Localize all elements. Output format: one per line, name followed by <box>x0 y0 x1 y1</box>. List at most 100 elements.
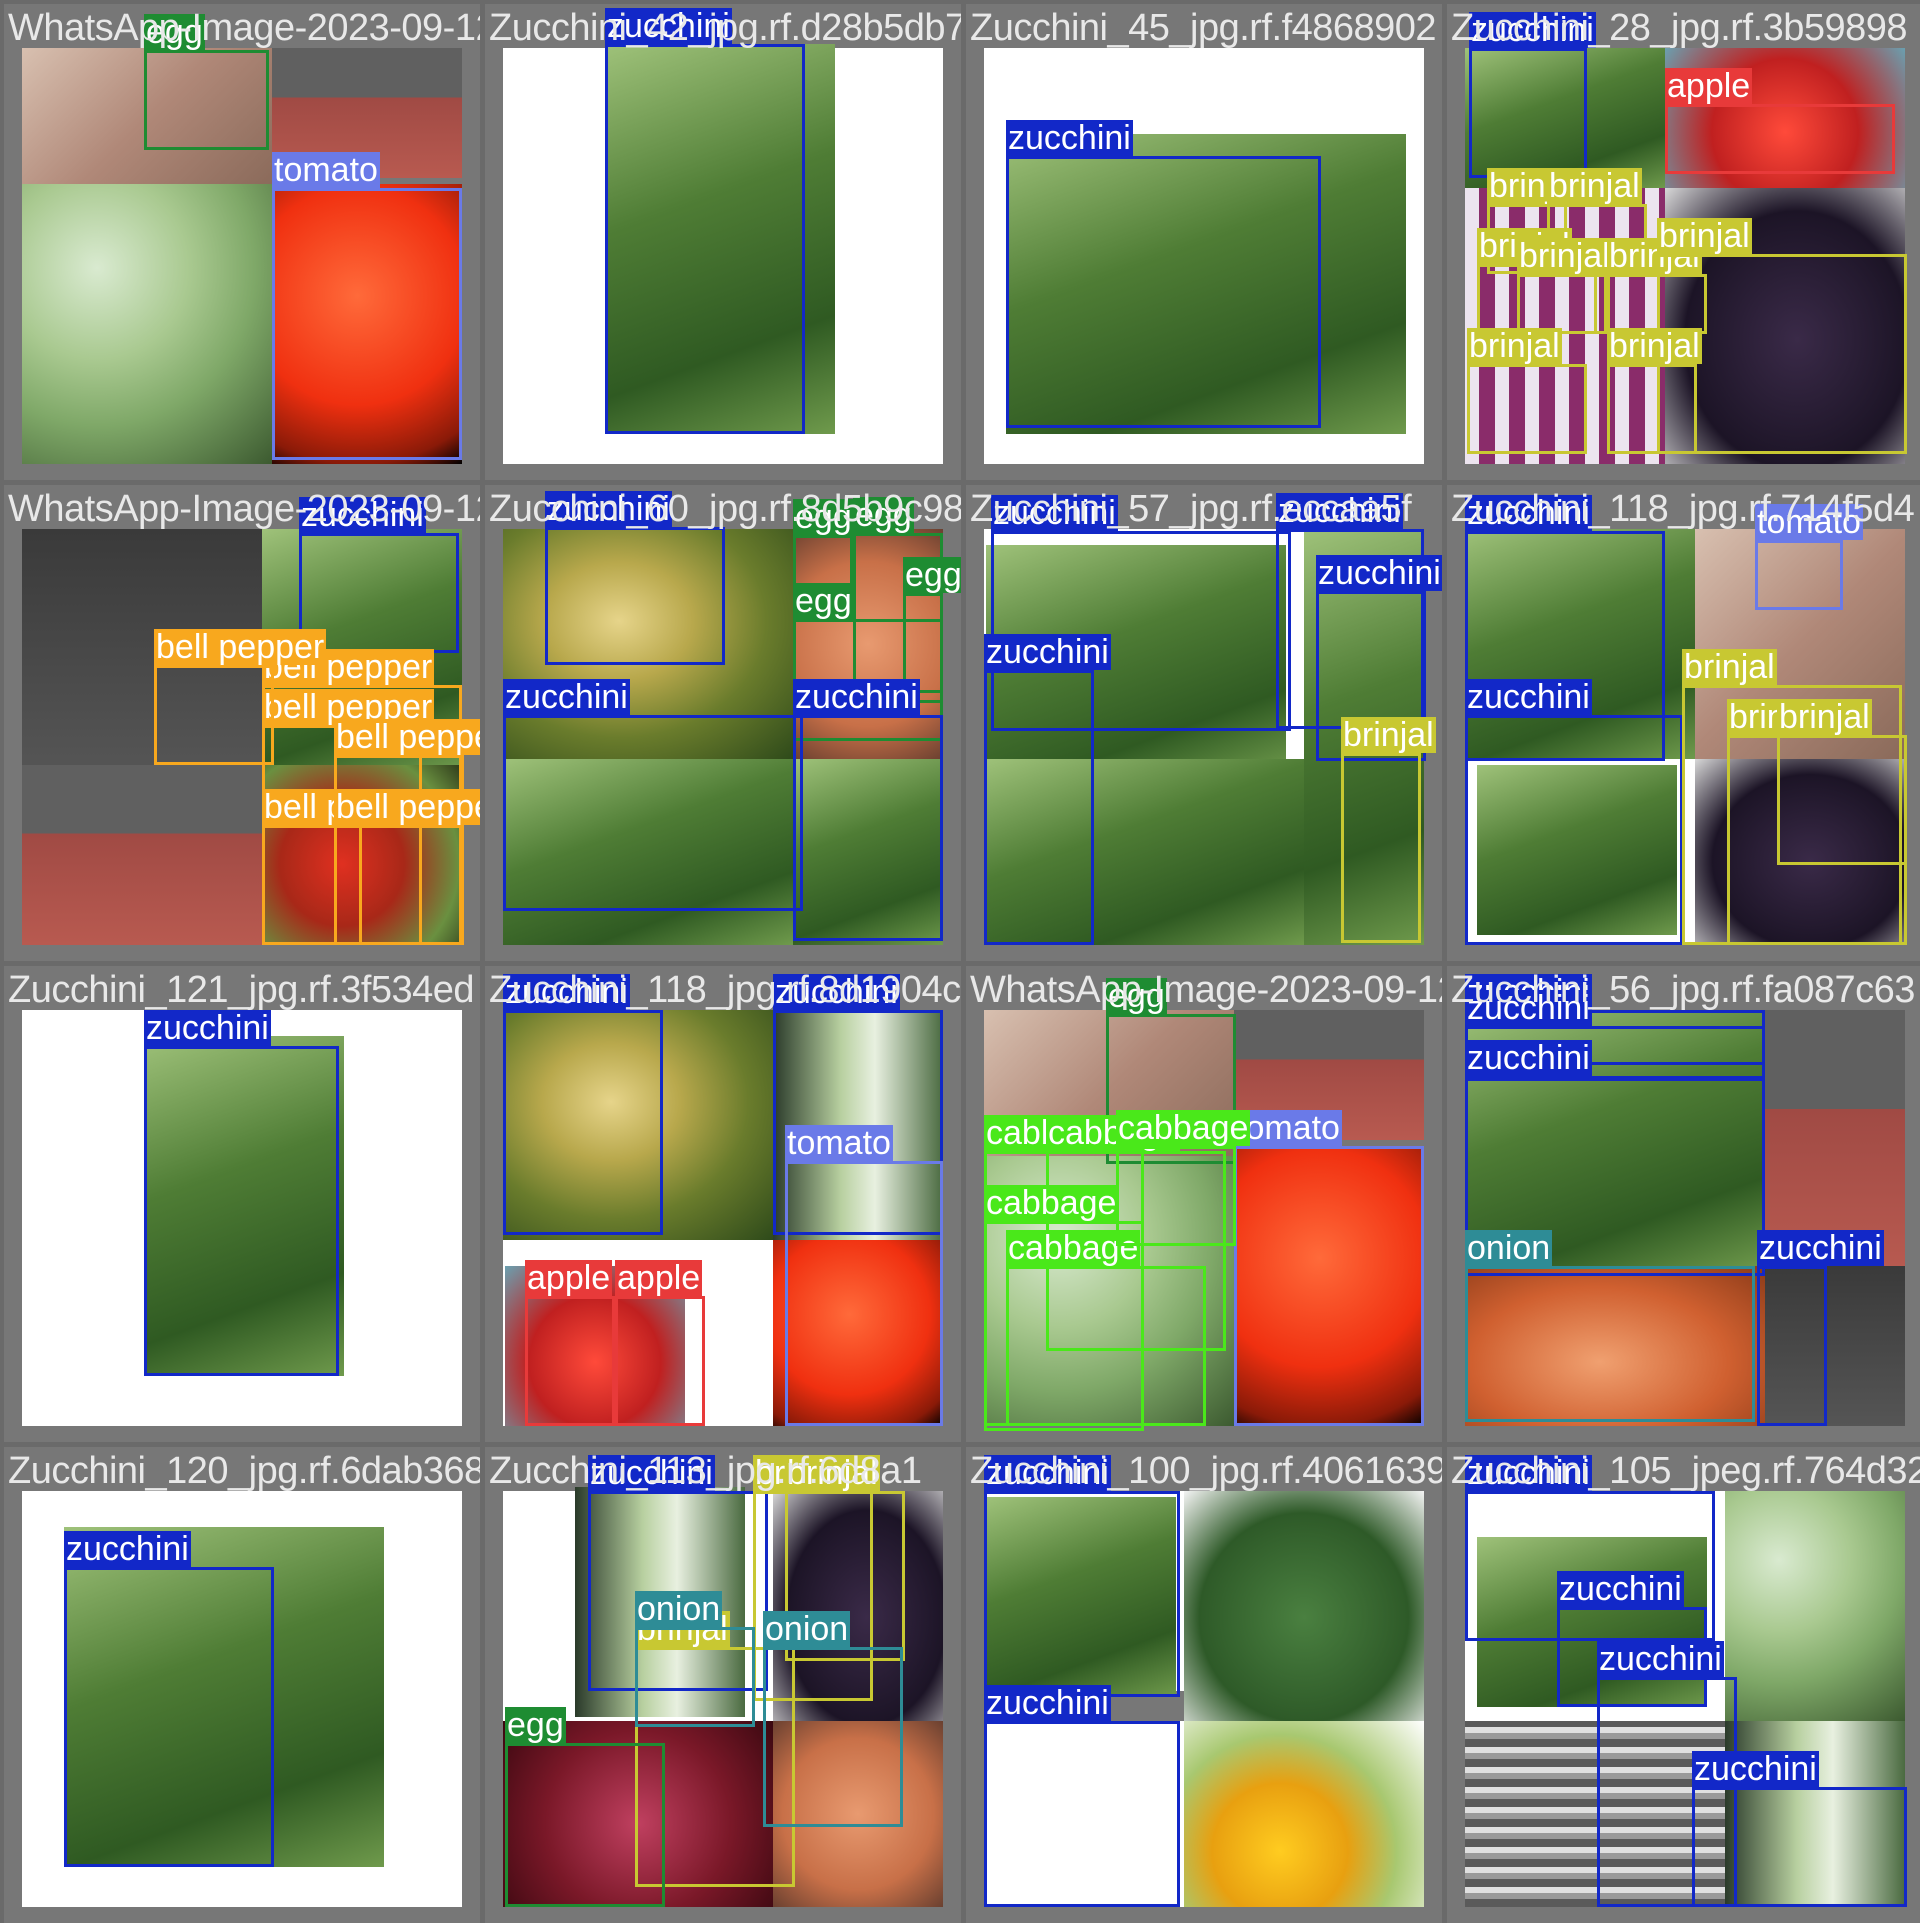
detection-box <box>1106 1014 1236 1164</box>
detection-box <box>1234 1146 1424 1426</box>
detection-label: zucchini <box>1597 1640 1724 1678</box>
tile-photo <box>1465 1266 1765 1426</box>
detection-box <box>1517 274 1607 334</box>
tile-filename: WhatsApp-Image-2023-09-12-at-5-20-49-PM_… <box>970 969 1442 1011</box>
detection-box <box>144 50 269 150</box>
tile-photo <box>773 1721 943 1907</box>
detection-box <box>505 1743 665 1907</box>
tile-filename: Zucchini_60_jpg.rf.8d5b9c9818c <box>489 488 961 530</box>
detection-label: zucchini <box>1465 989 1592 1027</box>
mosaic-tile: WhatsApp-Image-2023-09-12-at-5-20-49-PM_… <box>4 485 480 961</box>
detection-box <box>64 1567 274 1867</box>
detection-label: onion <box>763 1610 851 1648</box>
detection-label: zucchini <box>1465 1039 1592 1077</box>
detection-label: zucchini <box>144 1009 271 1047</box>
detection-label: zucchini <box>773 973 900 1011</box>
mosaic-tile: Zucchini_121_jpg.rf.3f534ed zucchini <box>4 966 480 1442</box>
tile-photo <box>984 1721 1184 1907</box>
detection-label: zucchini <box>64 1530 191 1568</box>
detection-box <box>1465 1266 1755 1422</box>
tile-filename: Zucchini_57_jpg.rf.eccaa5f <box>970 488 1412 530</box>
tile-photo <box>605 44 835 434</box>
detection-label: zucchini <box>588 1454 715 1492</box>
detection-label: tomato <box>785 1124 893 1162</box>
detection-box <box>793 715 943 941</box>
detection-box <box>1006 1266 1206 1426</box>
mosaic-tile: Zucchini_118_jpg.rf.714f5d4 zucchini tomat… <box>1447 485 1920 961</box>
tile-filename: Zucchini_118_jpg.rf.8d1904c <box>489 969 961 1011</box>
detection-box <box>773 1010 943 1235</box>
detection-box <box>503 1010 663 1235</box>
detection-label: zucchini <box>1465 1454 1592 1492</box>
tile-filename: Zucchini_120_jpg.rf.6dab368 <box>8 1450 480 1492</box>
detection-box <box>635 1647 795 1887</box>
detection-label: egg <box>853 496 914 534</box>
detection-box <box>1467 364 1587 454</box>
tile-photo <box>1465 529 1695 759</box>
detection-label: brinjal <box>1547 167 1642 205</box>
detection-box <box>144 1046 339 1376</box>
detection-label: apple <box>525 1259 613 1297</box>
detection-label: zucchini <box>503 973 630 1011</box>
detection-label: zucchini <box>1276 492 1403 530</box>
detection-label: tomato <box>1755 503 1863 541</box>
detection-label: bell pepper <box>154 628 327 666</box>
tile-photo <box>503 759 793 945</box>
detection-box <box>1116 1146 1236 1246</box>
tile-filename: Zucchini_113_jpg.rf.6d8a1 <box>489 1450 922 1492</box>
mosaic-tile: Zucchini_56_jpg.rf.fa087c63 zucchini zucch… <box>1447 966 1920 1442</box>
tile-photo <box>1765 1010 1905 1270</box>
tile-photo <box>773 1491 943 1721</box>
detection-label: tomato <box>272 151 380 189</box>
detection-label: brinjal <box>1607 327 1702 365</box>
detection-label: zucchini <box>793 678 920 716</box>
detection-label: egg <box>1106 977 1167 1015</box>
detection-box <box>984 1491 1180 1697</box>
mosaic-tile: WhatsApp-Image-2023-09-12-at-5-20-49-PM_… <box>4 4 480 480</box>
tile-photo <box>1006 134 1406 434</box>
tile-filename: WhatsApp-Image-2023-09-12-at-5-20-49-PM_… <box>8 488 480 530</box>
tile-photo <box>1765 1266 1905 1426</box>
mosaic-tile: Zucchini_118_jpg.rf.8d1904c zucchini zucch… <box>485 966 961 1442</box>
tile-photo <box>1184 1721 1424 1907</box>
detection-box <box>1006 156 1321 428</box>
mosaic-tile: Zucchini_105_jpeg.rf.764d32 zucchini zucch… <box>1447 1447 1920 1923</box>
detection-label: brinjal <box>1467 327 1562 365</box>
detection-box <box>1607 364 1697 454</box>
tile-photo <box>1695 759 1905 945</box>
detection-label: egg <box>505 1706 566 1744</box>
detection-label: onion <box>1465 1229 1553 1267</box>
tile-photo <box>1184 1491 1424 1721</box>
detection-label: egg <box>793 498 854 536</box>
detection-label: apple <box>615 1259 703 1297</box>
detection-box <box>984 1721 1180 1907</box>
detection-box <box>991 531 1291 731</box>
tile-photo <box>22 48 272 188</box>
detection-box <box>1469 48 1587 178</box>
detection-label: cabbage <box>1006 1229 1141 1267</box>
detection-box <box>785 1491 905 1661</box>
mosaic-tile: Zucchini_28_jpg.rf.3b59898 zucchini apple b… <box>1447 4 1920 480</box>
mosaic-tile: Zucchini_120_jpg.rf.6dab368 zucchini <box>4 1447 480 1923</box>
detection-label: zucchini <box>1006 119 1133 157</box>
detection-box <box>605 44 805 434</box>
detection-box <box>1465 531 1665 761</box>
tile-photo <box>64 1527 384 1867</box>
detection-label: bell pepper <box>334 719 480 755</box>
tile-photo <box>144 1036 344 1376</box>
detection-label: apple <box>1665 67 1753 105</box>
detection-label: zucchini <box>299 496 426 534</box>
tile-filename: Zucchini_42_jpg.rf.d28b5db7b4d50aa1b95b <box>489 7 961 49</box>
tile-filename: Zucchini_121_jpg.rf.3f534ed <box>8 969 475 1011</box>
tile-photo <box>1477 765 1677 935</box>
detection-box <box>1665 104 1895 174</box>
detection-box <box>984 670 1094 945</box>
detection-label: zucchini <box>984 633 1111 671</box>
tile-photo <box>773 1240 943 1426</box>
detection-box <box>1465 1491 1715 1641</box>
detection-box <box>785 1161 943 1426</box>
detection-box <box>635 1627 755 1727</box>
detection-label: brinjal <box>1657 217 1752 255</box>
detection-label: bell pepper <box>334 789 480 825</box>
detection-box <box>272 188 462 460</box>
